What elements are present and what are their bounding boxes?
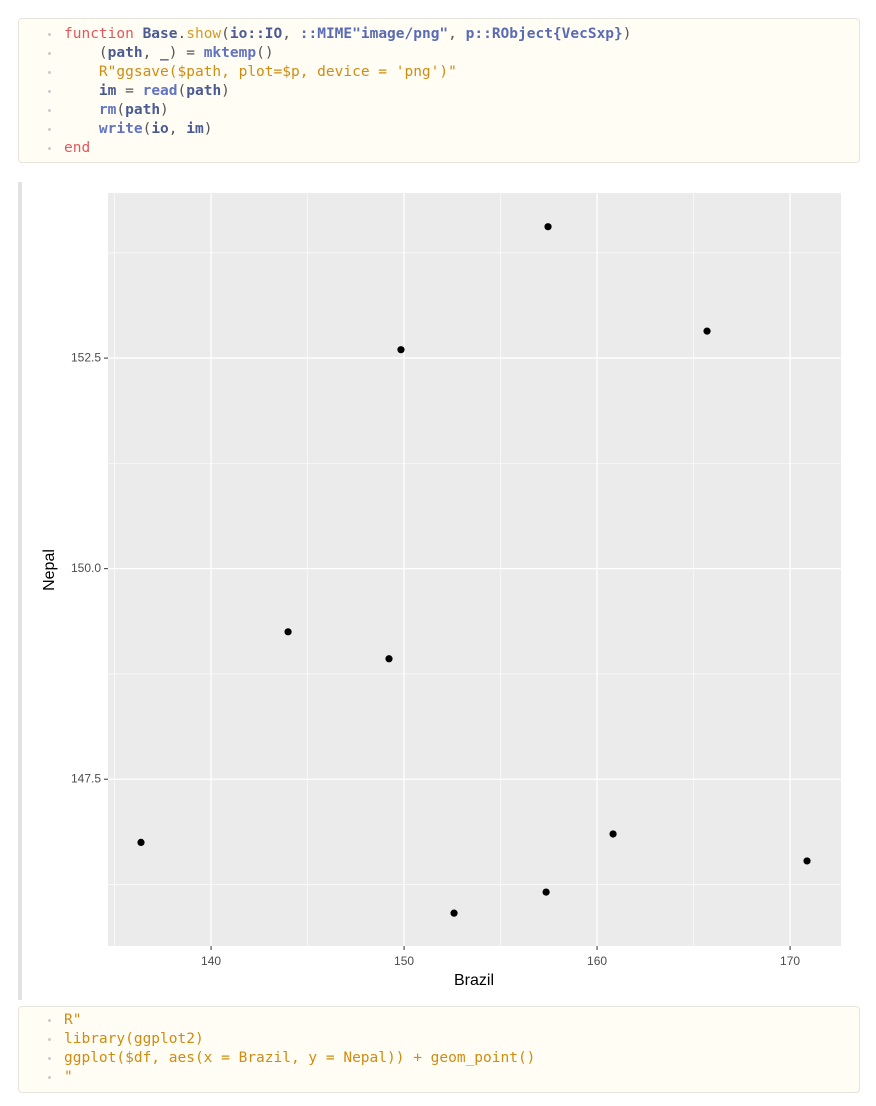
code-line: write(io, im) bbox=[64, 120, 632, 139]
code-token: rm bbox=[98, 102, 117, 118]
code-token: ) bbox=[221, 83, 230, 99]
code-token: read bbox=[142, 83, 178, 99]
code-token: p::RObject{VecSxp} bbox=[465, 26, 623, 42]
code-token: ::MIME"image/png" bbox=[299, 26, 449, 42]
line-marker bbox=[48, 71, 51, 74]
point bbox=[803, 857, 811, 865]
y-tick-label: 150.0 bbox=[71, 561, 101, 575]
code-token: R"ggsave($path, plot=$p, device = 'png')… bbox=[98, 64, 457, 80]
code-token: im bbox=[98, 83, 117, 99]
code-line: function Base.show(io::IO, ::MIME"image/… bbox=[64, 25, 632, 44]
code-token: , bbox=[448, 26, 466, 42]
code-token: ggplot($df, aes(x = Brazil, y = Nepal)) … bbox=[64, 1050, 536, 1066]
code-line: (path, _) = mktemp() bbox=[64, 44, 632, 63]
point bbox=[385, 655, 393, 663]
line-marker bbox=[48, 33, 51, 36]
code-token: im bbox=[186, 121, 204, 137]
y-tick-label: 147.5 bbox=[71, 771, 101, 785]
code-token: ( bbox=[177, 83, 187, 99]
point bbox=[609, 830, 617, 838]
code-token: ) = bbox=[168, 45, 204, 61]
code-token: R" bbox=[64, 1012, 82, 1028]
code-token: ( bbox=[221, 26, 230, 42]
code: function Base.show(io::IO, ::MIME"image/… bbox=[48, 25, 632, 158]
line-marker bbox=[48, 1019, 51, 1022]
x-tick-label: 140 bbox=[201, 954, 221, 968]
code-token: io::IO bbox=[229, 26, 283, 42]
line-marker bbox=[48, 1057, 51, 1060]
code-line: rm(path) bbox=[64, 101, 632, 120]
code-cell[interactable]: R" library(ggplot2) ggplot($df, aes(x = Br… bbox=[18, 1006, 860, 1093]
point bbox=[284, 628, 292, 636]
code-line: library(ggplot2) bbox=[64, 1030, 535, 1049]
line-marker bbox=[48, 90, 51, 93]
x-axis-title: Brazil bbox=[454, 972, 494, 989]
code-line: R" bbox=[64, 1011, 535, 1030]
code-token: ) bbox=[622, 26, 632, 42]
code-token: ( bbox=[116, 102, 126, 118]
line-marker bbox=[48, 109, 51, 112]
code-token: " bbox=[64, 1069, 73, 1085]
code-line: im = read(path) bbox=[64, 82, 632, 101]
code-line: ggplot($df, aes(x = Brazil, y = Nepal)) … bbox=[64, 1049, 535, 1068]
code-token: Base bbox=[142, 26, 178, 42]
code-token: show bbox=[186, 26, 222, 42]
code-token: function bbox=[64, 26, 134, 42]
code-token: () bbox=[256, 45, 274, 61]
point bbox=[544, 223, 552, 231]
point bbox=[703, 327, 711, 335]
code-line: " bbox=[64, 1068, 535, 1087]
point bbox=[397, 346, 405, 354]
code-token: _ bbox=[160, 45, 169, 61]
code-token: path bbox=[186, 83, 222, 99]
code-token: write bbox=[98, 121, 143, 137]
code: R" library(ggplot2) ggplot($df, aes(x = Br… bbox=[48, 1011, 535, 1087]
line-marker bbox=[48, 128, 51, 131]
code-line: end bbox=[64, 139, 632, 158]
x-tick-label: 150 bbox=[394, 954, 414, 968]
output-cell bbox=[18, 182, 866, 1000]
code-token: library(ggplot2) bbox=[64, 1031, 204, 1047]
code-token: ( bbox=[64, 45, 108, 61]
code-token: ( bbox=[142, 121, 152, 137]
point bbox=[542, 888, 550, 896]
code-token: . bbox=[177, 26, 187, 42]
line-marker bbox=[48, 147, 51, 150]
code-token: ) bbox=[160, 102, 169, 118]
point bbox=[137, 838, 145, 846]
code-token: , bbox=[142, 45, 161, 61]
code-token: = bbox=[116, 83, 143, 99]
point bbox=[450, 909, 458, 917]
code-token: path bbox=[107, 45, 143, 61]
plot-panel bbox=[108, 193, 841, 946]
code-cell[interactable]: function Base.show(io::IO, ::MIME"image/… bbox=[18, 18, 860, 163]
y-axis-title: Nepal bbox=[41, 549, 58, 591]
code-line: R"ggsave($path, plot=$p, device = 'png')… bbox=[64, 63, 632, 82]
line-marker bbox=[48, 1038, 51, 1041]
code-token: end bbox=[64, 140, 91, 156]
x-tick-label: 160 bbox=[587, 954, 607, 968]
y-tick-label: 152.5 bbox=[71, 350, 101, 364]
code-token: path bbox=[125, 102, 161, 118]
code-token: , bbox=[168, 121, 187, 137]
code-token: mktemp bbox=[203, 45, 257, 61]
code-token: ) bbox=[203, 121, 213, 137]
line-marker bbox=[48, 1076, 51, 1079]
code-token: io bbox=[151, 121, 169, 137]
x-tick-label: 170 bbox=[780, 954, 800, 968]
line-marker bbox=[48, 52, 51, 55]
code-token: , bbox=[282, 26, 300, 42]
